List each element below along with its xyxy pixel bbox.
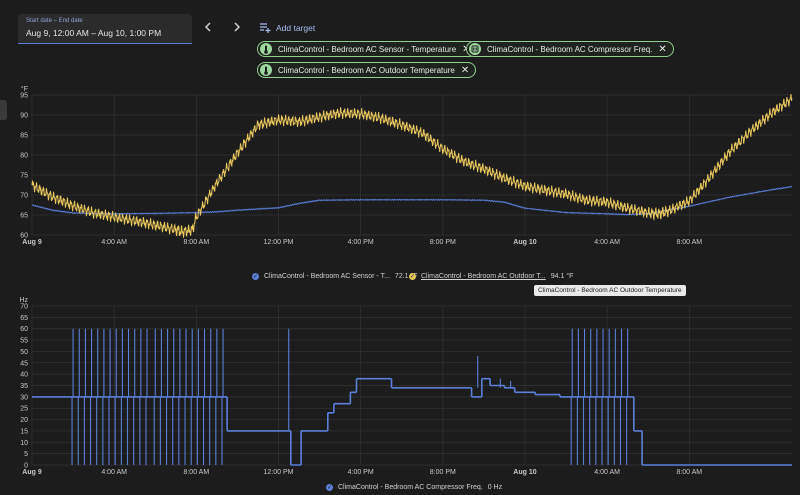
x-tick-label: 8:00 AM [676, 239, 702, 246]
target-chip-label: ClimaControl - Bedroom AC Compressor Fre… [487, 44, 653, 54]
playlist-add-icon [260, 23, 271, 33]
y-tick-label: 85 [20, 133, 28, 140]
y-tick-label: 70 [20, 304, 28, 311]
add-target-label: Add target [276, 23, 316, 33]
y-tick-label: 15 [20, 428, 28, 435]
date-range-picker[interactable]: Start date – End date Aug 9, 12:00 AM – … [18, 14, 192, 44]
legend-series-name: ClimaControl - Bedroom AC Outdoor T... [421, 273, 546, 280]
y-tick-label: 20 [20, 417, 28, 424]
y-tick-label: 60 [20, 326, 28, 333]
date-range-value: Aug 9, 12:00 AM – Aug 10, 1:00 PM [26, 28, 162, 38]
thermometer-icon [260, 64, 272, 76]
x-tick-label: 4:00 PM [348, 239, 374, 246]
legend-series-name: ClimaControl - Bedroom AC Compressor Fre… [338, 484, 483, 491]
y-tick-label: 30 [20, 394, 28, 401]
y-tick-label: 35 [20, 383, 28, 390]
next-period-button[interactable] [227, 18, 247, 38]
legend-series-value: 0 Hz [487, 484, 503, 491]
remove-target-icon[interactable]: ✕ [460, 64, 470, 76]
x-tick-label: 4:00 PM [348, 469, 374, 476]
y-tick-label: 25 [20, 406, 28, 413]
y-tick-label: 70 [20, 193, 28, 200]
chevron-left-icon [204, 22, 211, 32]
series-line [31, 185, 792, 216]
legend-compressor-frequency[interactable]: ✓ ClimaControl - Bedroom AC Compressor F… [326, 484, 502, 491]
remove-target-icon[interactable]: ✕ [658, 43, 667, 55]
y-tick-label: 95 [20, 93, 28, 100]
temperature-chart[interactable]: 60 65 70 75 80 85 90 95°F Aug 9 4:00 AM 8:00 AM 12:… [0, 80, 800, 280]
add-target-button[interactable]: Add target [260, 20, 315, 36]
y-axis-unit: Hz [19, 297, 28, 304]
x-tick-label: Aug 9 [22, 239, 42, 246]
x-tick-label: 8:00 PM [430, 239, 456, 246]
x-tick-label: 8:00 AM [676, 469, 702, 476]
series-line [31, 94, 793, 239]
legend-series-name: ClimaControl - Bedroom AC Sensor - T... [264, 273, 390, 280]
x-tick-label: 12:00 PM [264, 469, 294, 476]
x-tick-label: 8:00 PM [430, 469, 456, 476]
legend-check-icon: ✓ [409, 273, 416, 280]
legend-sensor-temperature[interactable]: ✓ ClimaControl - Bedroom AC Sensor - T..… [252, 273, 418, 280]
x-tick-label: 8:00 AM [183, 469, 209, 476]
target-chip-sensor-temperature[interactable]: ClimaControl - Bedroom AC Sensor - Tempe… [257, 41, 478, 57]
y-tick-label: 75 [20, 173, 28, 180]
y-tick-label: 40 [20, 372, 28, 379]
x-tick-label: 12:00 PM [264, 239, 294, 246]
previous-period-button[interactable] [198, 18, 218, 38]
compressor-baseline [32, 377, 792, 466]
target-chip-label: ClimaControl - Bedroom AC Sensor - Tempe… [278, 44, 457, 54]
x-tick-label: Aug 10 [513, 469, 536, 476]
legend-check-icon: ✓ [252, 273, 259, 280]
sidebar-handle[interactable] [0, 100, 7, 120]
legend-series-value: 72.1 °F [394, 273, 418, 280]
legend-tooltip: ClimaControl - Bedroom AC Outdoor Temper… [534, 285, 686, 296]
y-tick-label: 50 [20, 349, 28, 356]
y-tick-label: 5 [24, 451, 28, 458]
x-tick-label: Aug 10 [513, 239, 536, 246]
x-tick-label: 4:00 AM [101, 469, 127, 476]
chevron-right-icon [234, 22, 241, 32]
legend-series-value: 94.1 °F [550, 273, 574, 280]
legend-outdoor-temperature[interactable]: ✓ ClimaControl - Bedroom AC Outdoor T...… [409, 273, 573, 280]
y-tick-label: 45 [20, 360, 28, 367]
fan-icon [469, 43, 481, 55]
y-tick-label: 0 [24, 463, 28, 470]
y-tick-label: 80 [20, 153, 28, 160]
date-range-label: Start date – End date [26, 18, 83, 24]
thermometer-icon [260, 43, 272, 55]
y-tick-label: 60 [20, 233, 28, 240]
target-chip-compressor-freq[interactable]: ClimaControl - Bedroom AC Compressor Fre… [466, 41, 674, 57]
x-tick-label: 4:00 AM [594, 239, 620, 246]
y-tick-label: 90 [20, 113, 28, 120]
legend-check-icon: ✓ [326, 484, 333, 491]
x-tick-label: 4:00 AM [594, 469, 620, 476]
y-tick-label: 55 [20, 338, 28, 345]
x-tick-label: 4:00 AM [101, 239, 127, 246]
y-tick-label: 65 [20, 315, 28, 322]
x-tick-label: 8:00 AM [183, 239, 209, 246]
y-axis-unit: °F [21, 85, 28, 93]
y-tick-label: 10 [20, 440, 28, 447]
x-tick-label: Aug 9 [22, 469, 42, 476]
target-chip-label: ClimaControl - Bedroom AC Outdoor Temper… [278, 65, 455, 75]
target-chip-outdoor-temperature[interactable]: ClimaControl - Bedroom AC Outdoor Temper… [257, 62, 477, 78]
y-tick-label: 65 [20, 213, 28, 220]
